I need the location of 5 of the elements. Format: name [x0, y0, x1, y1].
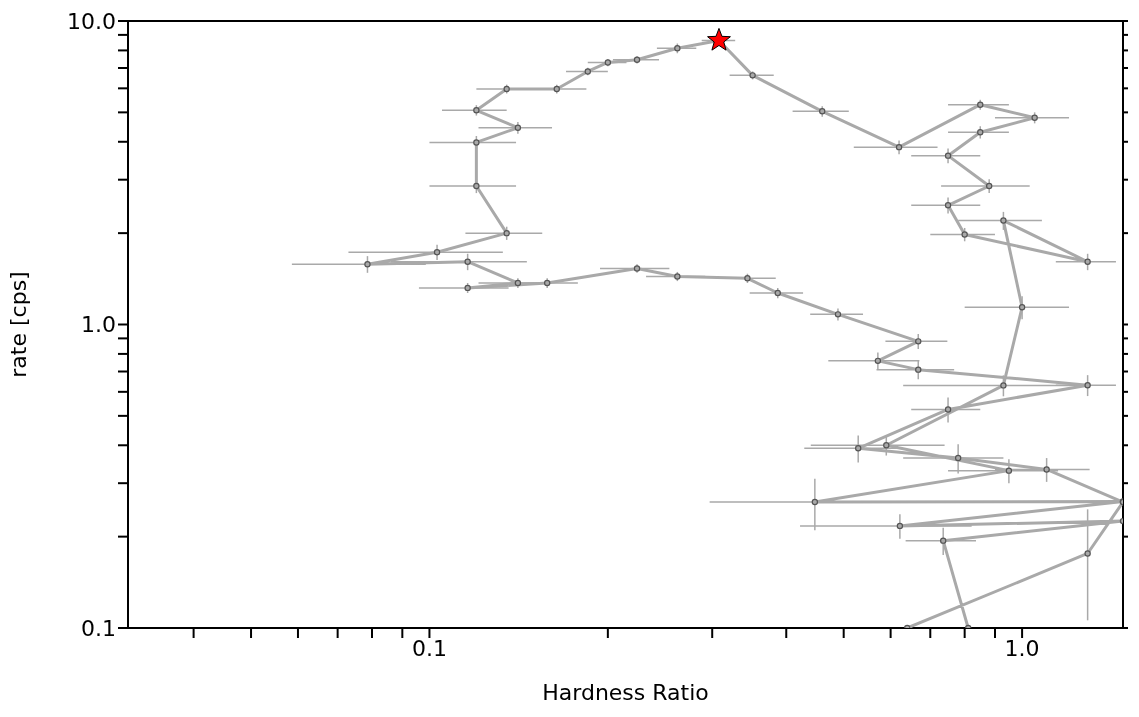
- x-axis-title: Hardness Ratio: [542, 680, 709, 705]
- y-tick-label: 10.0: [67, 8, 116, 34]
- y-tick-label: 1.0: [81, 312, 116, 338]
- y-axis-title: rate [cps]: [5, 271, 31, 378]
- y-tick-label: 0.1: [81, 615, 116, 641]
